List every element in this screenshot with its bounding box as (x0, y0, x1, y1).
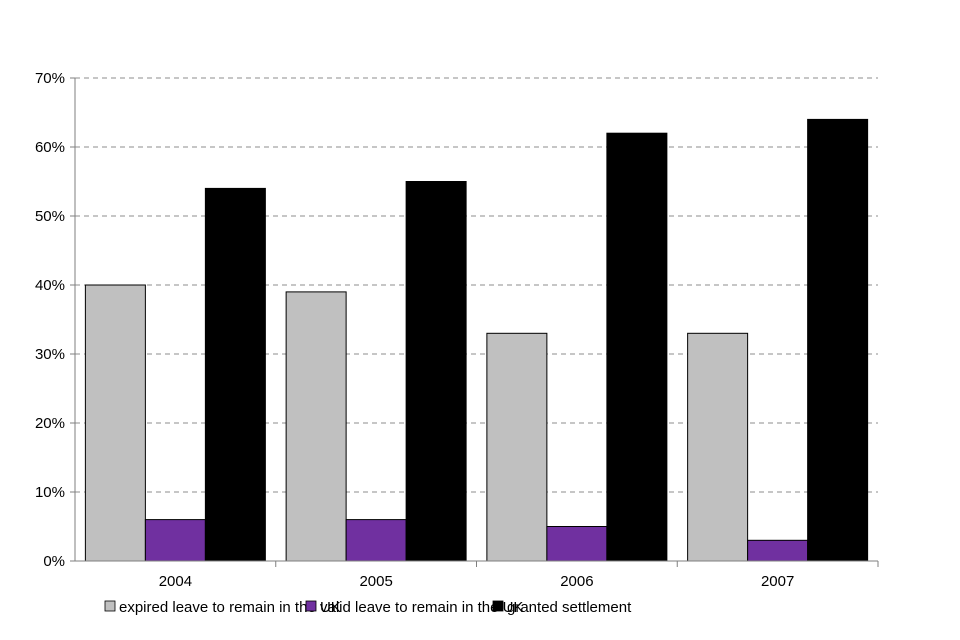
bar-2005-series-0 (285, 291, 347, 562)
y-tick-label: 10% (35, 484, 65, 501)
bar-2007-series-0 (687, 332, 749, 562)
legend-swatch-0 (104, 600, 116, 612)
x-tick-label: 2005 (359, 573, 392, 590)
y-tick-label: 0% (43, 553, 65, 570)
y-tick-label: 70% (35, 70, 65, 87)
y-tick-label: 50% (35, 208, 65, 225)
y-tick-labels: 0% 10% 20% 30% 40% 50% 60% 70% (35, 70, 65, 570)
y-tick-label: 30% (35, 346, 65, 363)
legend-label-2: granted settlement (507, 599, 632, 616)
y-tick-label: 40% (35, 277, 65, 294)
y-tick-label: 20% (35, 415, 65, 432)
bar-2004-series-2 (204, 187, 266, 562)
legend-label-1: valid leave to remain in the UK (320, 599, 523, 616)
bar-2005-series-2 (405, 181, 467, 562)
legend-swatch-2 (492, 600, 504, 612)
axes (74, 78, 878, 562)
legend-label-0: expired leave to remain in the UK (119, 599, 341, 616)
bar-2007-series-1 (747, 539, 809, 562)
x-tick-labels: 2004 2005 2006 2007 (159, 561, 879, 590)
bar-2004-series-1 (144, 519, 206, 562)
bars (84, 118, 869, 562)
x-tick-label: 2007 (761, 573, 794, 590)
bar-2005-series-1 (345, 519, 407, 562)
y-tick-label: 60% (35, 139, 65, 156)
bar-2004-series-0 (84, 284, 146, 562)
bar-2006-series-2 (606, 132, 668, 562)
bar-2007-series-2 (807, 118, 869, 562)
x-tick-label: 2004 (159, 573, 192, 590)
x-tick-label: 2006 (560, 573, 593, 590)
gridlines (70, 77, 878, 562)
bar-2006-series-1 (546, 526, 608, 562)
legend-swatch-1 (305, 600, 317, 612)
bar-2006-series-0 (486, 332, 548, 562)
